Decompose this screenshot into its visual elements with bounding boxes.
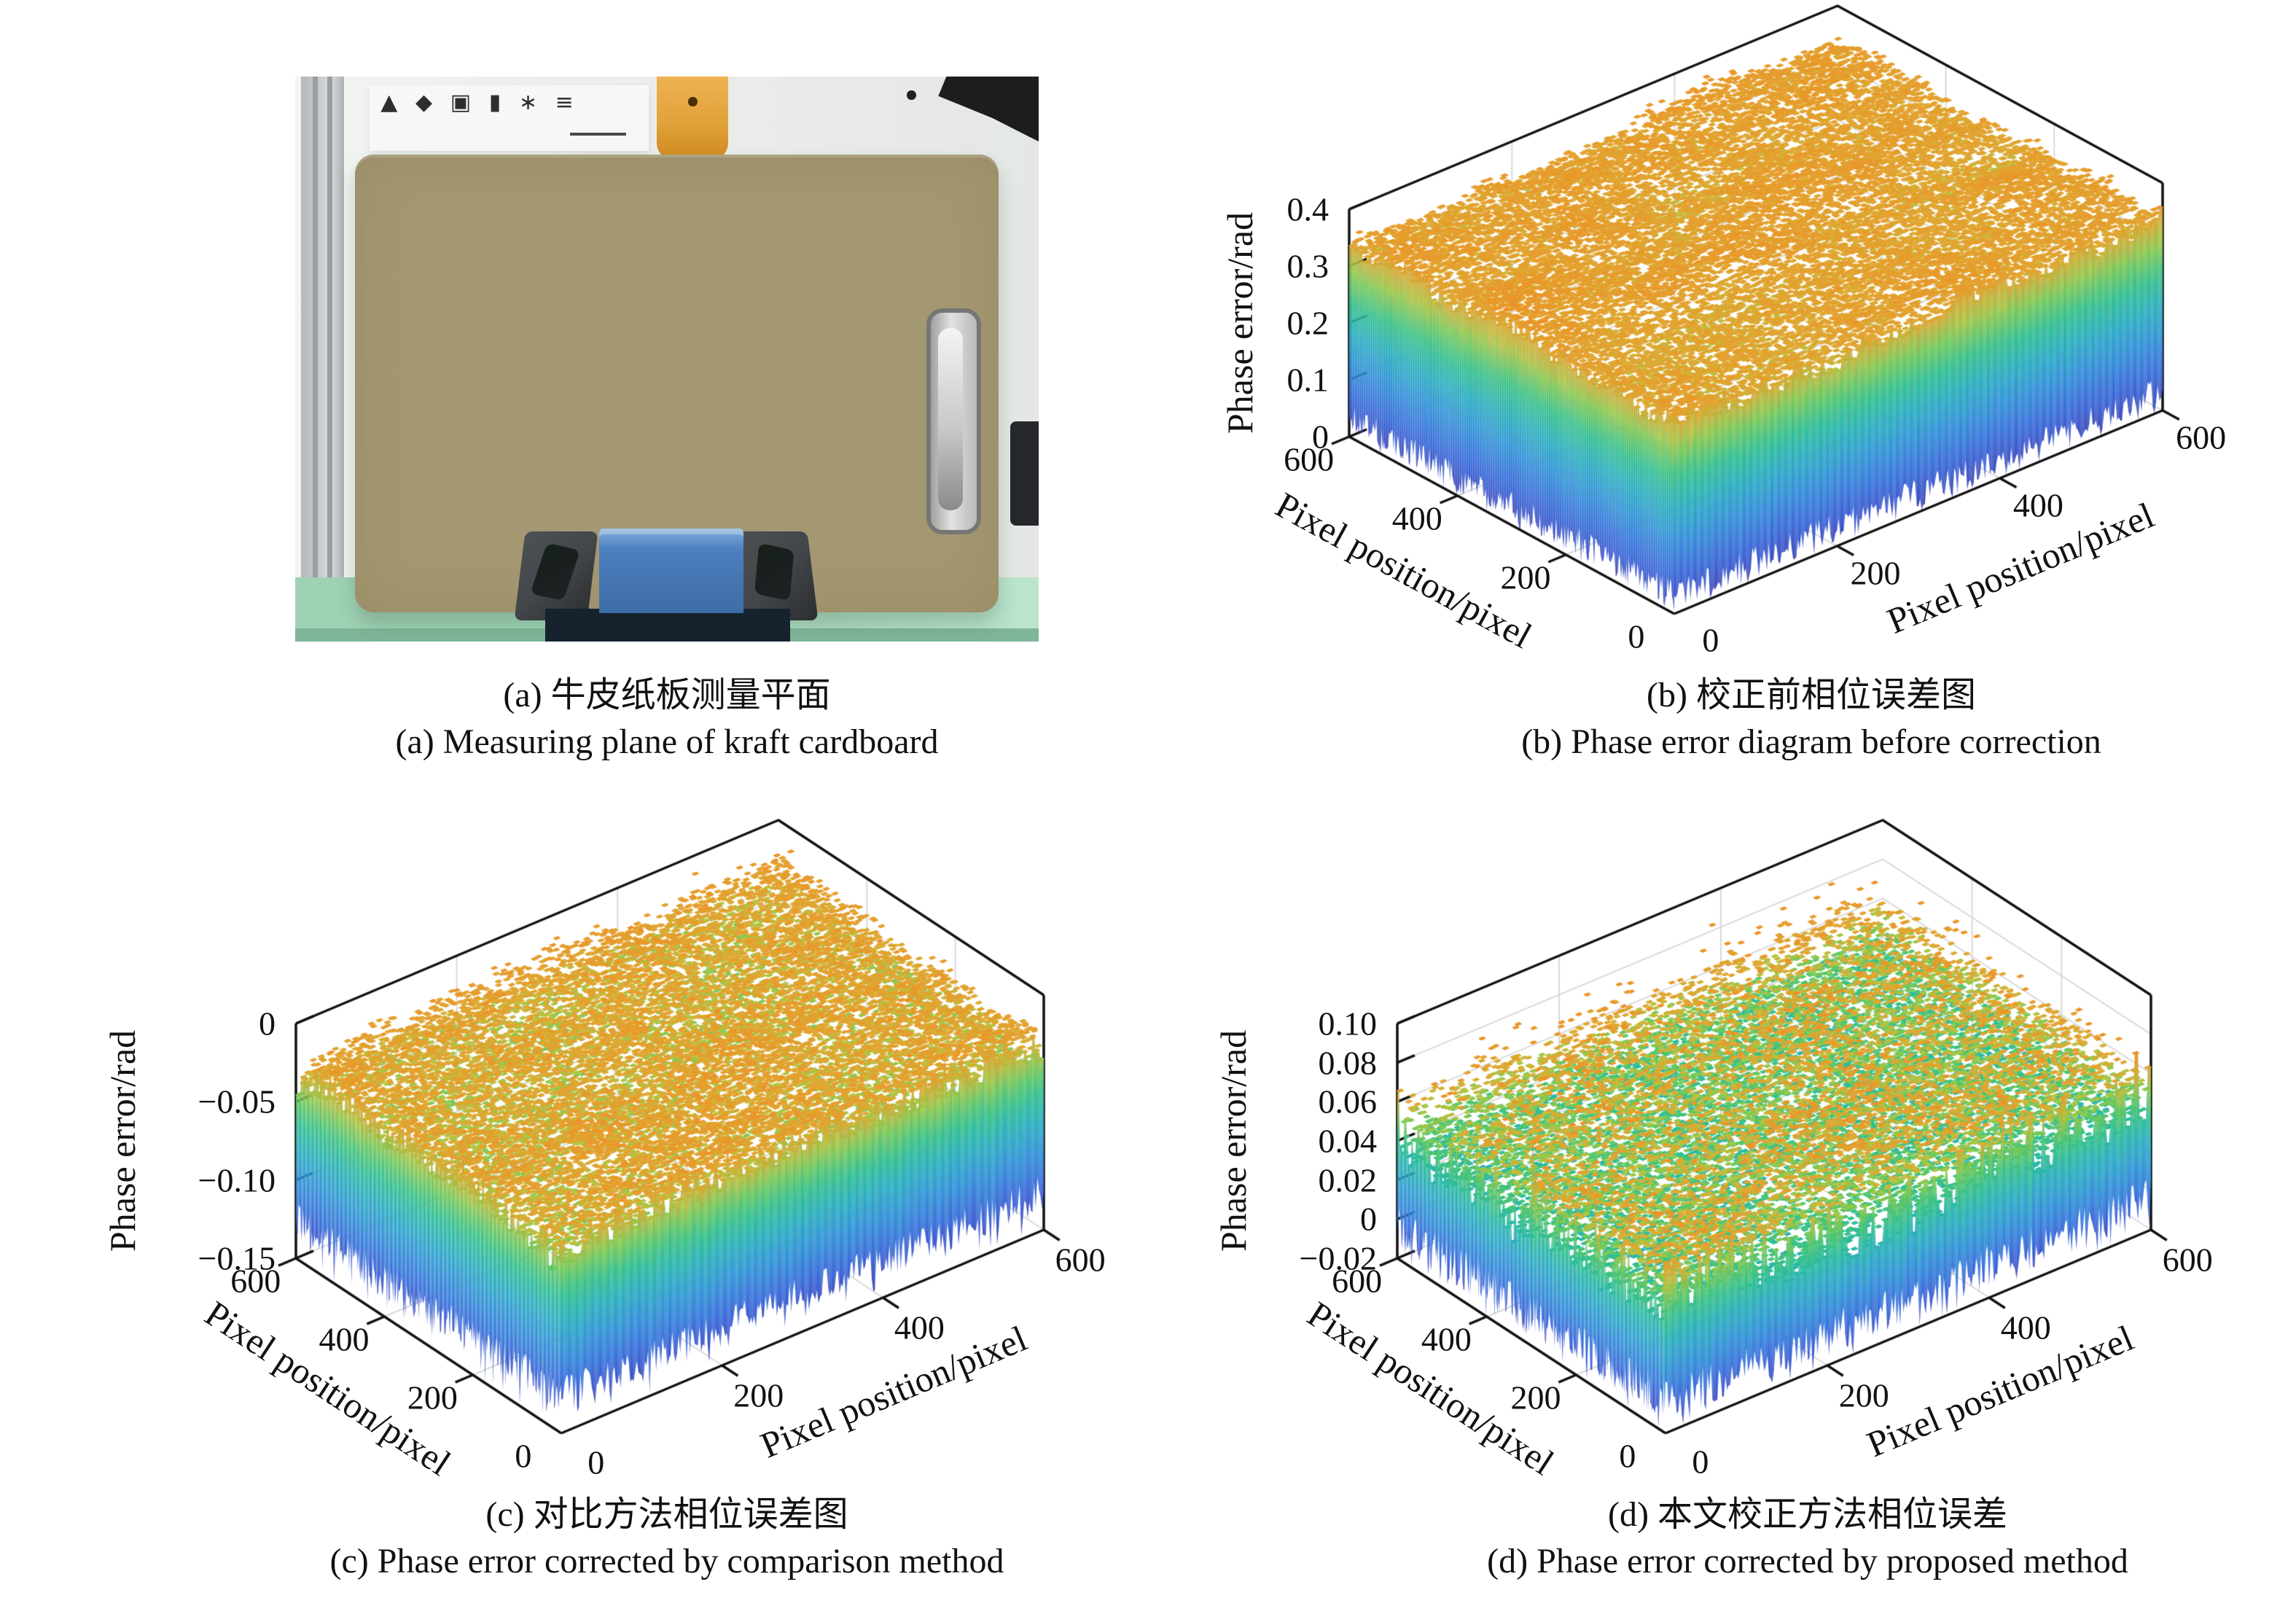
safety-icon: ▮ [488, 90, 501, 116]
x-tick-label: 200 [1500, 558, 1551, 596]
safety-icon: ∗ [518, 90, 537, 116]
y-tick-label-zero: 0 [587, 1443, 605, 1481]
x-tick-label: 600 [1332, 1262, 1383, 1300]
caption-d: (d) 本文校正方法相位误差 (d) Phase error corrected… [1312, 1492, 2296, 1585]
z-tick-label: −0.02 [1299, 1239, 1377, 1277]
z-tick-label: 0.1 [1286, 361, 1329, 399]
z-tick-label: 0 [1360, 1200, 1377, 1238]
caption-c-en: (c) Phase error corrected by comparison … [329, 1542, 1004, 1580]
z-tick-label: 0.08 [1318, 1044, 1378, 1082]
z-axis-title: Phase error/rad [1213, 1029, 1254, 1252]
dark-device-right [1010, 421, 1039, 526]
stand-foot-left [514, 531, 598, 621]
safety-icon: ▲ [380, 90, 398, 116]
x-tick-label: 400 [1391, 499, 1442, 537]
z-tick-label: 0.10 [1318, 1005, 1378, 1042]
y-tick-label: 400 [894, 1309, 945, 1346]
z-tick-label: 0 [1312, 418, 1329, 456]
metal-clip [926, 308, 982, 534]
x-tick-label: 400 [319, 1320, 370, 1358]
caption-a: (a) 牛皮纸板测量平面 (a) Measuring plane of kraf… [168, 672, 1166, 765]
caption-c-zh: (c) 对比方法相位误差图 [485, 1495, 848, 1534]
aluminum-profile [301, 77, 345, 580]
caption-a-en: (a) Measuring plane of kraft cardboard [395, 722, 939, 761]
z-tick-label: −0.05 [198, 1083, 276, 1120]
y-tick-label: 600 [2176, 418, 2227, 456]
safety-label: ▲ ◆ ▣ ▮ ∗ ≡ [370, 85, 649, 151]
safety-icon: ▣ [450, 90, 472, 116]
surface-plot-d: −0.02 0 0.02 0.04 0.06 0.08 0.10 600 400 200 200 40… [1210, 813, 2281, 1487]
camera-dot [907, 90, 916, 100]
x-tick-label: 600 [1284, 440, 1335, 478]
safety-icons: ▲ ◆ ▣ ▮ ∗ ≡ [380, 92, 637, 128]
x-tick-label-zero: 0 [1619, 1437, 1636, 1475]
y-tick-label: 400 [2012, 486, 2063, 524]
caption-b-zh: (b) 校正前相位误差图 [1647, 676, 1976, 714]
x-tick-label: 400 [1421, 1320, 1472, 1358]
surface-plot-d-canvas [1210, 813, 2281, 1487]
label-bar [570, 132, 626, 136]
x-tick-label: 600 [230, 1262, 281, 1300]
caption-b-en: (b) Phase error diagram before correctio… [1521, 722, 2101, 761]
blue-support-block [599, 529, 744, 614]
z-tick-label: 0 [259, 1005, 276, 1042]
z-tick-label: 0.3 [1286, 247, 1329, 285]
z-tick-label: 0.04 [1318, 1122, 1378, 1160]
x-tick-label-zero: 0 [515, 1437, 532, 1475]
z-tick-label: 0.02 [1318, 1161, 1378, 1199]
kraft-cardboard-photo: ▲ ◆ ▣ ▮ ∗ ≡ [295, 77, 1039, 642]
stand-base [544, 609, 791, 642]
surface-plot-c-canvas [109, 813, 1174, 1487]
y-tick-label: 200 [1850, 554, 1901, 592]
y-tick-label: 200 [733, 1376, 784, 1414]
y-tick-label: 600 [2162, 1241, 2213, 1279]
surface-plot-b: 0 0.1 0.2 0.3 0.4 600 400 200 200 400 600 0 0 Pixel p… [1166, 0, 2296, 667]
x-tick-label: 200 [1510, 1379, 1561, 1416]
y-tick-label-zero: 0 [1692, 1443, 1709, 1481]
z-axis-title: Phase error/rad [102, 1029, 143, 1252]
z-tick-label: 0.06 [1318, 1083, 1378, 1120]
safety-icon: ◆ [415, 90, 433, 116]
caption-d-en: (d) Phase error corrected by proposed me… [1487, 1542, 2128, 1580]
z-tick-label: −0.10 [198, 1161, 276, 1199]
safety-icon: ≡ [555, 90, 574, 116]
y-tick-label: 400 [2000, 1309, 2051, 1346]
clip-lever [938, 327, 964, 510]
surface-plot-b-canvas [1166, 0, 2296, 667]
orange-clamp [656, 77, 728, 160]
x-tick-label-zero: 0 [1628, 617, 1645, 655]
y-tick-label: 600 [1055, 1241, 1106, 1279]
y-tick-label-zero: 0 [1702, 621, 1719, 659]
stand-foot-right [734, 531, 819, 621]
clamp-hole [687, 96, 698, 107]
z-tick-label: −0.15 [198, 1239, 276, 1277]
caption-c: (c) 对比方法相位误差图 (c) Phase error corrected … [168, 1492, 1166, 1585]
caption-b: (b) 校正前相位误差图 (b) Phase error diagram bef… [1327, 672, 2296, 765]
x-tick-label: 200 [407, 1379, 458, 1416]
z-tick-label: 0.2 [1286, 304, 1329, 342]
surface-plot-c: 0 −0.05 −0.10 −0.15 600 400 200 200 400 600 0 0 Pixe… [102, 813, 1174, 1487]
z-axis-title: Phase error/rad [1219, 211, 1260, 434]
caption-d-zh: (d) 本文校正方法相位误差 [1608, 1495, 2007, 1534]
y-tick-label: 200 [1838, 1376, 1889, 1414]
caption-a-zh: (a) 牛皮纸板测量平面 [503, 676, 831, 714]
z-tick-label: 0.4 [1286, 190, 1329, 228]
